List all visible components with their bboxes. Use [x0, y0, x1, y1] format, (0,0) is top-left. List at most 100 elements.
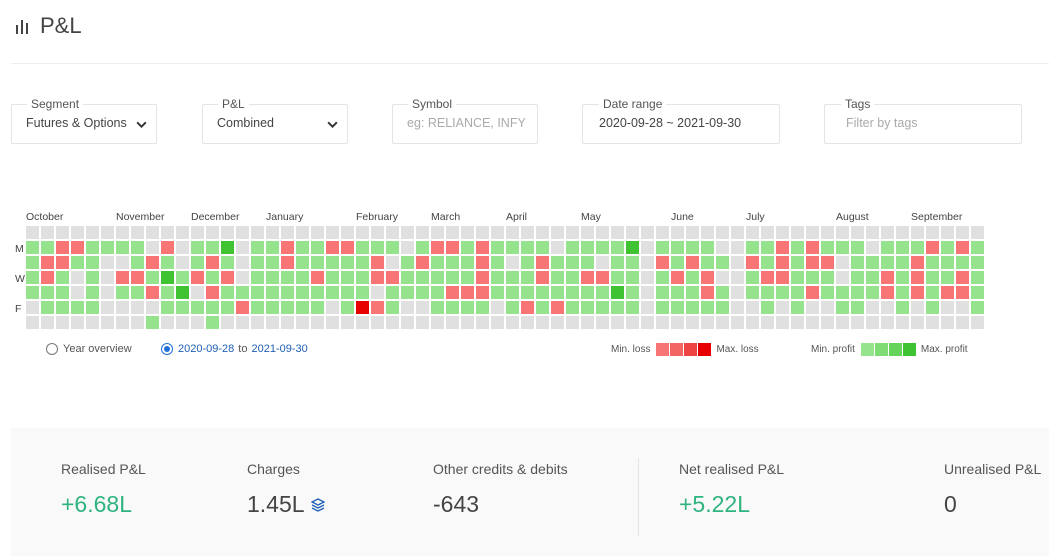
heatmap-day-cell[interactable]: [671, 301, 684, 314]
heatmap-day-cell[interactable]: [551, 316, 564, 329]
heatmap-day-cell[interactable]: [341, 256, 354, 269]
heatmap-day-cell[interactable]: [791, 301, 804, 314]
heatmap-day-cell[interactable]: [581, 301, 594, 314]
heatmap-day-cell[interactable]: [56, 301, 69, 314]
heatmap-day-cell[interactable]: [101, 286, 114, 299]
heatmap-day-cell[interactable]: [191, 316, 204, 329]
heatmap-day-cell[interactable]: [71, 226, 84, 239]
heatmap-day-cell[interactable]: [581, 316, 594, 329]
heatmap-day-cell[interactable]: [161, 241, 174, 254]
heatmap-day-cell[interactable]: [776, 256, 789, 269]
heatmap-day-cell[interactable]: [506, 301, 519, 314]
heatmap-day-cell[interactable]: [56, 316, 69, 329]
heatmap-day-cell[interactable]: [191, 271, 204, 284]
heatmap-day-cell[interactable]: [116, 256, 129, 269]
heatmap-day-cell[interactable]: [731, 271, 744, 284]
heatmap-day-cell[interactable]: [896, 316, 909, 329]
heatmap-day-cell[interactable]: [866, 316, 879, 329]
heatmap-day-cell[interactable]: [701, 256, 714, 269]
heatmap-day-cell[interactable]: [671, 286, 684, 299]
heatmap-day-cell[interactable]: [551, 301, 564, 314]
heatmap-day-cell[interactable]: [281, 241, 294, 254]
heatmap-day-cell[interactable]: [221, 301, 234, 314]
heatmap-day-cell[interactable]: [641, 271, 654, 284]
heatmap-day-cell[interactable]: [266, 301, 279, 314]
heatmap-day-cell[interactable]: [806, 241, 819, 254]
heatmap-day-cell[interactable]: [86, 226, 99, 239]
heatmap-day-cell[interactable]: [521, 241, 534, 254]
heatmap-day-cell[interactable]: [776, 241, 789, 254]
heatmap-day-cell[interactable]: [776, 226, 789, 239]
heatmap-day-cell[interactable]: [296, 226, 309, 239]
heatmap-day-cell[interactable]: [821, 286, 834, 299]
heatmap-day-cell[interactable]: [461, 301, 474, 314]
heatmap-day-cell[interactable]: [551, 241, 564, 254]
heatmap-day-cell[interactable]: [446, 316, 459, 329]
heatmap-day-cell[interactable]: [191, 256, 204, 269]
heatmap-day-cell[interactable]: [491, 256, 504, 269]
heatmap-day-cell[interactable]: [566, 226, 579, 239]
heatmap-day-cell[interactable]: [581, 241, 594, 254]
heatmap-day-cell[interactable]: [866, 301, 879, 314]
heatmap-day-cell[interactable]: [131, 226, 144, 239]
heatmap-day-cell[interactable]: [386, 226, 399, 239]
heatmap-day-cell[interactable]: [536, 226, 549, 239]
heatmap-day-cell[interactable]: [206, 226, 219, 239]
heatmap-day-cell[interactable]: [896, 286, 909, 299]
heatmap-day-cell[interactable]: [611, 241, 624, 254]
heatmap-day-cell[interactable]: [626, 256, 639, 269]
heatmap-day-cell[interactable]: [746, 256, 759, 269]
heatmap-day-cell[interactable]: [221, 256, 234, 269]
heatmap-day-cell[interactable]: [881, 241, 894, 254]
heatmap-day-cell[interactable]: [611, 301, 624, 314]
heatmap-day-cell[interactable]: [596, 301, 609, 314]
heatmap-day-cell[interactable]: [791, 271, 804, 284]
year-overview-option[interactable]: Year overview: [46, 343, 132, 355]
heatmap-day-cell[interactable]: [146, 286, 159, 299]
heatmap-day-cell[interactable]: [236, 241, 249, 254]
heatmap-day-cell[interactable]: [971, 241, 984, 254]
heatmap-day-cell[interactable]: [101, 256, 114, 269]
heatmap-day-cell[interactable]: [176, 241, 189, 254]
heatmap-day-cell[interactable]: [251, 271, 264, 284]
heatmap-day-cell[interactable]: [956, 286, 969, 299]
heatmap-day-cell[interactable]: [596, 226, 609, 239]
heatmap-day-cell[interactable]: [326, 316, 339, 329]
heatmap-day-cell[interactable]: [86, 316, 99, 329]
heatmap-day-cell[interactable]: [311, 241, 324, 254]
heatmap-day-cell[interactable]: [701, 286, 714, 299]
heatmap-day-cell[interactable]: [821, 256, 834, 269]
heatmap-day-cell[interactable]: [206, 271, 219, 284]
heatmap-day-cell[interactable]: [296, 271, 309, 284]
heatmap-day-cell[interactable]: [611, 286, 624, 299]
heatmap-day-cell[interactable]: [461, 316, 474, 329]
heatmap-day-cell[interactable]: [41, 316, 54, 329]
heatmap-day-cell[interactable]: [341, 286, 354, 299]
heatmap-day-cell[interactable]: [386, 256, 399, 269]
heatmap-day-cell[interactable]: [701, 316, 714, 329]
heatmap-day-cell[interactable]: [611, 226, 624, 239]
heatmap-day-cell[interactable]: [236, 226, 249, 239]
heatmap-day-cell[interactable]: [221, 286, 234, 299]
heatmap-day-cell[interactable]: [206, 316, 219, 329]
heatmap-day-cell[interactable]: [596, 241, 609, 254]
heatmap-day-cell[interactable]: [881, 226, 894, 239]
heatmap-day-cell[interactable]: [281, 226, 294, 239]
heatmap-day-cell[interactable]: [401, 316, 414, 329]
heatmap-day-cell[interactable]: [221, 226, 234, 239]
heatmap-day-cell[interactable]: [641, 241, 654, 254]
heatmap-day-cell[interactable]: [86, 301, 99, 314]
heatmap-day-cell[interactable]: [701, 241, 714, 254]
heatmap-day-cell[interactable]: [716, 286, 729, 299]
heatmap-day-cell[interactable]: [536, 241, 549, 254]
heatmap-day-cell[interactable]: [731, 256, 744, 269]
heatmap-day-cell[interactable]: [191, 241, 204, 254]
heatmap-day-cell[interactable]: [461, 256, 474, 269]
heatmap-day-cell[interactable]: [161, 226, 174, 239]
heatmap-day-cell[interactable]: [446, 226, 459, 239]
heatmap-day-cell[interactable]: [731, 301, 744, 314]
heatmap-day-cell[interactable]: [56, 286, 69, 299]
heatmap-day-cell[interactable]: [476, 286, 489, 299]
date-range-option[interactable]: 2020-09-28 to 2021-09-30: [161, 343, 308, 355]
heatmap-day-cell[interactable]: [761, 241, 774, 254]
